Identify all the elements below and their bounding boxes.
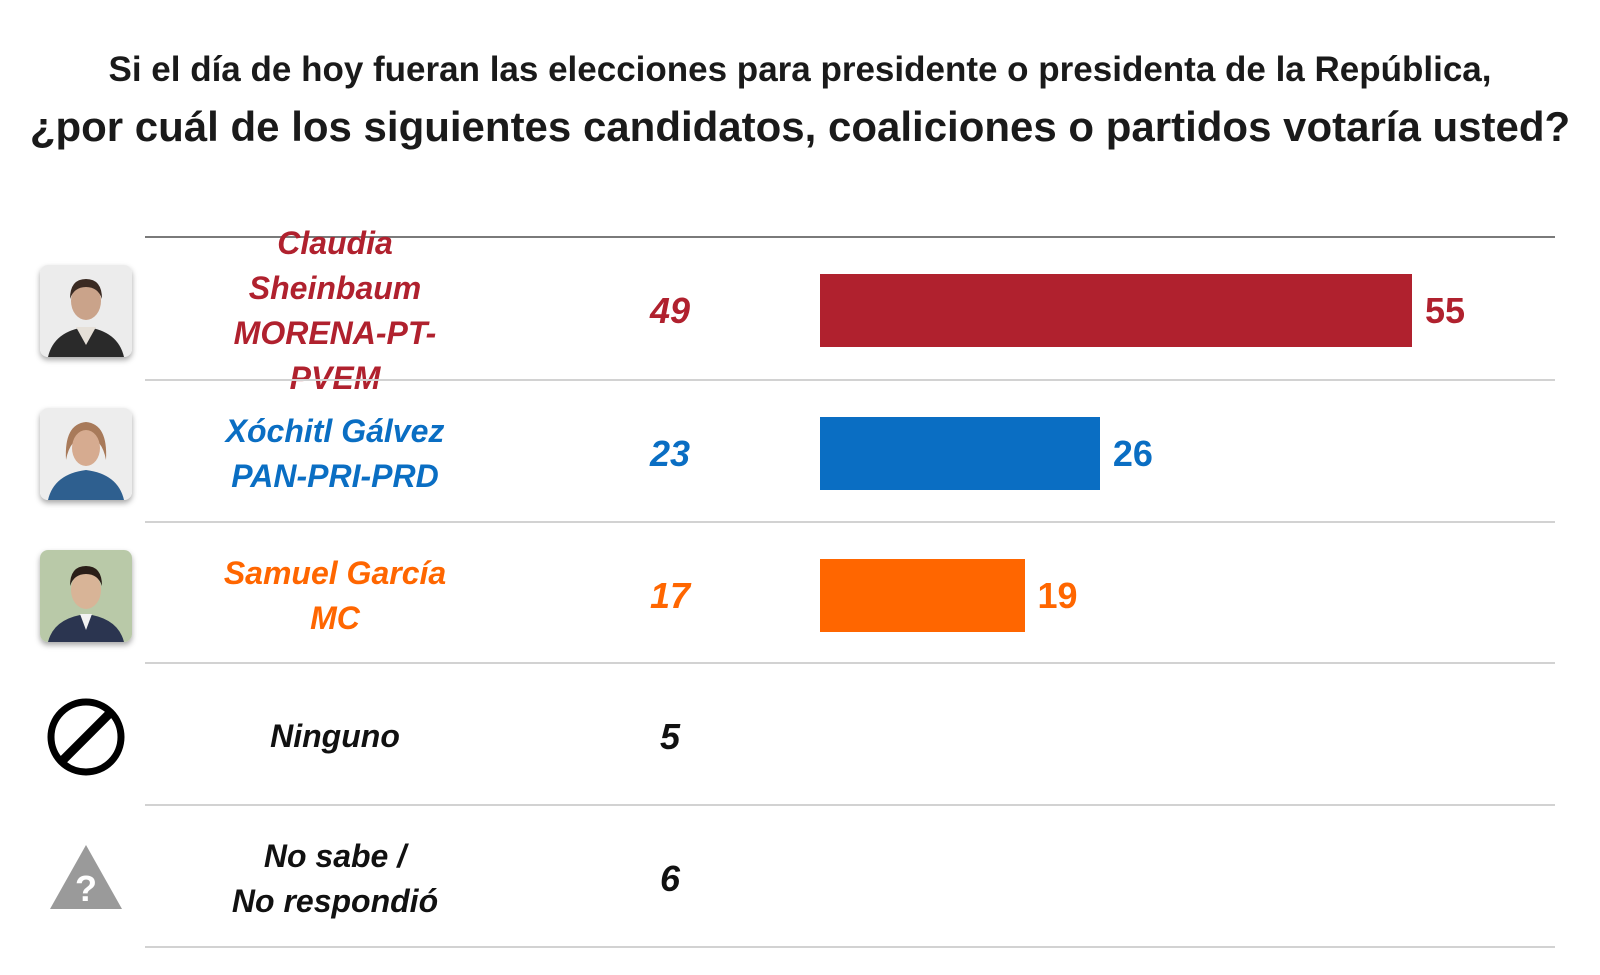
galvez-photo [40, 408, 132, 500]
row-garcia: Samuel García MC 17 19 [0, 523, 1600, 668]
question-triangle-icon: ? [40, 833, 132, 925]
row-no-sabe: ? No sabe / No respondió 6 [0, 806, 1600, 951]
row-label-line1: No sabe / [263, 837, 407, 874]
row-galvez: Xóchitl Gálvez PAN-PRI-PRD 23 26 [0, 381, 1600, 526]
row-label-line2: MC [310, 599, 360, 636]
prohibited-icon [40, 691, 132, 783]
chart-title-line-1: Si el día de hoy fueran las elecciones p… [108, 50, 1492, 89]
row-label-line2: MORENA-PT-PVEM [233, 314, 437, 396]
chart-title-line-2: ¿por cuál de los siguientes candidatos, … [29, 103, 1571, 150]
row-label-line1: Claudia Sheinbaum [248, 224, 422, 306]
value-col1: 23 [649, 432, 691, 474]
garcia-photo [40, 550, 132, 642]
row-label-line1: Samuel García [223, 554, 447, 591]
bar-data-label: 55 [1425, 289, 1466, 331]
bar-galvez [820, 417, 1100, 490]
value-col1: 6 [659, 857, 681, 899]
bar-garcia [820, 559, 1025, 632]
bar-sheinbaum [820, 274, 1412, 347]
row-sheinbaum: Claudia Sheinbaum MORENA-PT-PVEM 49 55 [0, 225, 1600, 396]
bar-data-label: 26 [1112, 432, 1153, 474]
header-divider [145, 236, 1555, 238]
row-ninguno: Ninguno 5 [0, 664, 1600, 809]
value-col1: 49 [649, 289, 691, 331]
row-divider [145, 521, 1555, 523]
row-label-line2: No respondió [231, 882, 439, 919]
bottom-divider [145, 946, 1555, 948]
sheinbaum-photo [40, 265, 132, 357]
row-label-line1: Xóchitl Gálvez [225, 412, 445, 449]
row-label-line2: PAN-PRI-PRD [231, 457, 439, 494]
row-divider [145, 662, 1555, 664]
row-divider [145, 379, 1555, 381]
row-divider [145, 804, 1555, 806]
svg-text:?: ? [75, 868, 97, 909]
value-col1: 5 [659, 715, 681, 757]
row-label-line1: Ninguno [270, 718, 400, 754]
value-col1: 17 [649, 574, 691, 616]
bar-data-label: 19 [1037, 574, 1078, 616]
